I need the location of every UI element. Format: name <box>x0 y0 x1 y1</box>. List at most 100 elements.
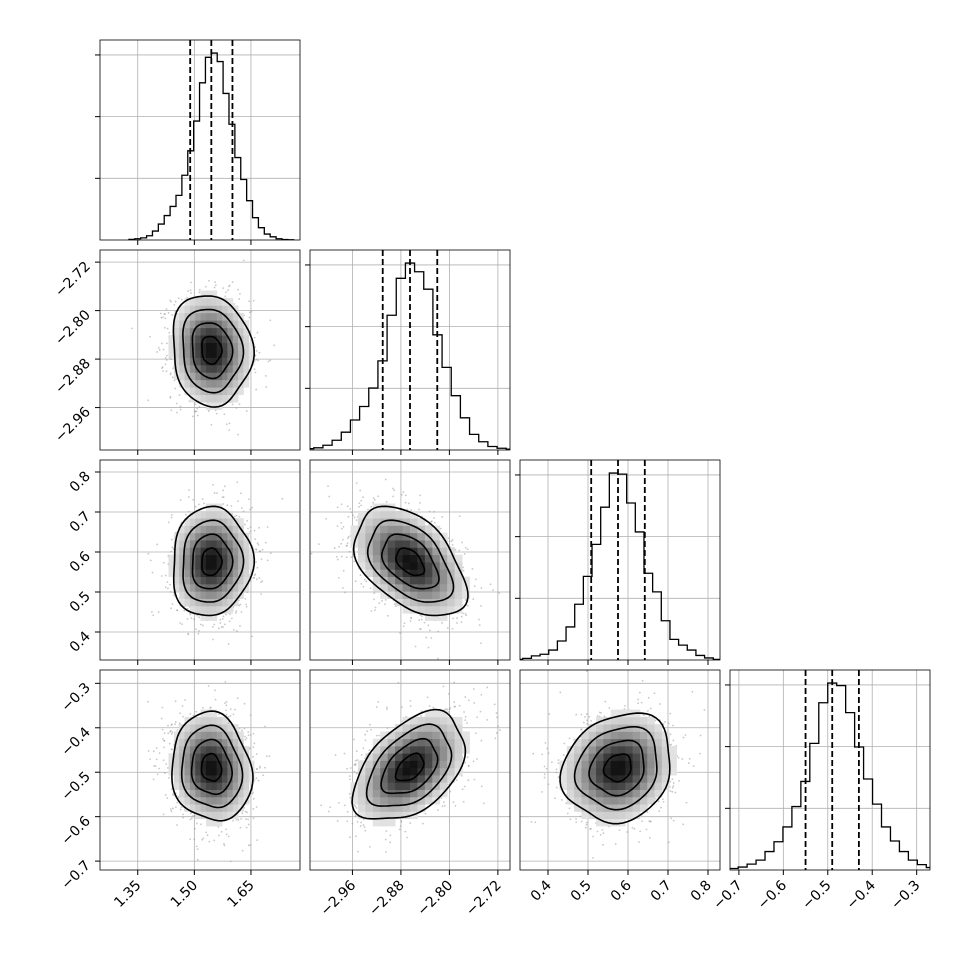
density-cell <box>639 745 648 754</box>
density-cell <box>222 598 228 607</box>
scatter-point <box>643 714 645 716</box>
density-cell <box>618 789 626 798</box>
scatter-point <box>451 543 454 546</box>
density-cell <box>173 576 180 585</box>
scatter-point <box>473 702 476 704</box>
scatter-point <box>608 707 611 709</box>
density-cell <box>184 554 191 563</box>
density-cell <box>189 731 196 740</box>
density-cell <box>439 782 448 790</box>
density-cell <box>372 782 381 790</box>
density-cell <box>173 782 180 790</box>
density-cell <box>232 327 239 336</box>
density-cell <box>654 745 663 754</box>
density-cell <box>243 569 250 578</box>
scatter-point <box>160 316 163 319</box>
density-cell <box>654 775 663 783</box>
density-cell <box>227 305 234 314</box>
density-cell <box>410 760 418 769</box>
density-cell <box>654 724 663 732</box>
scatter-point <box>211 626 214 628</box>
contour-line <box>172 505 256 617</box>
scatter-point <box>244 738 247 741</box>
scatter-point <box>557 759 560 761</box>
density-cell <box>581 796 590 805</box>
scatter-point <box>580 820 583 823</box>
density-cell <box>588 767 597 776</box>
density-cell <box>205 312 212 321</box>
panel-1-0: −2.96−2.88−2.80−2.72 <box>52 249 301 455</box>
scatter-point <box>169 299 172 302</box>
density-cell <box>387 738 396 747</box>
density-cell <box>402 576 411 585</box>
density-cell <box>647 745 655 754</box>
scatter-point <box>220 830 223 833</box>
density-cell <box>432 583 441 592</box>
density-cell <box>179 532 185 541</box>
density-cell <box>454 760 463 769</box>
x-tick-label: −0.4 <box>844 877 879 912</box>
scatter-point <box>179 408 182 411</box>
scatter-point <box>601 829 604 831</box>
scatter-point <box>196 414 199 417</box>
density-cell <box>195 716 202 725</box>
scatter-point <box>602 843 604 846</box>
scatter-point <box>213 839 216 842</box>
density-cell <box>632 724 641 732</box>
scatter-point <box>341 527 343 530</box>
scatter-point <box>377 495 380 498</box>
scatter-point <box>640 701 643 704</box>
density-cell <box>447 767 456 776</box>
scatter-point <box>596 714 599 717</box>
scatter-point <box>455 779 458 782</box>
density-cell <box>447 554 456 563</box>
panel-contents <box>310 460 510 660</box>
density-cell <box>424 767 433 776</box>
scatter-point <box>168 742 171 745</box>
density-cell <box>195 811 202 820</box>
density-cell <box>387 796 396 805</box>
scatter-point <box>213 492 216 494</box>
density-cell <box>238 364 244 373</box>
scatter-point <box>351 822 354 825</box>
panel-contents <box>100 40 300 240</box>
density-cell <box>432 540 441 548</box>
density-cell <box>195 731 202 740</box>
density-cell <box>610 811 619 820</box>
scatter-point <box>480 785 483 788</box>
density-cell <box>184 540 191 548</box>
scatter-point <box>231 403 234 406</box>
scatter-point <box>451 538 454 541</box>
scatter-point <box>429 629 431 632</box>
density-cell <box>195 782 202 790</box>
density-cell <box>243 576 250 585</box>
scatter-point <box>541 790 544 793</box>
density-cell <box>205 525 212 534</box>
density-cell <box>184 372 191 381</box>
density-cell <box>417 576 426 585</box>
density-cell <box>372 576 381 585</box>
density-cell <box>205 510 212 519</box>
density-cell <box>238 387 244 396</box>
density-cell <box>243 554 250 563</box>
density-cell <box>432 576 441 585</box>
density-cell <box>365 760 374 769</box>
density-cell <box>227 532 234 541</box>
density-cell <box>200 394 207 403</box>
density-cell <box>232 724 239 732</box>
scatter-point <box>251 792 254 795</box>
scatter-point <box>176 801 179 804</box>
scatter-point <box>242 259 245 262</box>
density-cell <box>618 731 626 740</box>
density-cell <box>350 532 359 541</box>
density-cell <box>432 569 441 578</box>
density-cell <box>454 576 463 585</box>
scatter-point <box>645 828 648 831</box>
scatter-point <box>261 548 264 551</box>
scatter-point <box>580 713 583 716</box>
density-cell <box>232 394 239 403</box>
density-cell <box>447 576 456 585</box>
density-cell <box>232 576 239 585</box>
density-cell <box>639 753 648 761</box>
density-cell <box>439 569 448 578</box>
